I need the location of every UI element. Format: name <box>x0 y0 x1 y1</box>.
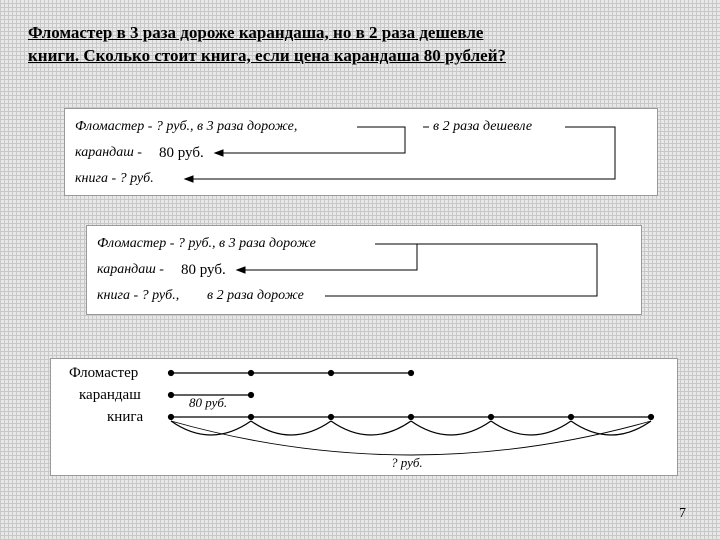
schema-panel-1: Фломастер - ? руб., в 3 раза дороже, в 2… <box>64 108 658 196</box>
schema-panel-2: Фломастер - ? руб., в 3 раза дороже кара… <box>86 225 642 315</box>
page-number: 7 <box>679 506 686 522</box>
p2-arrows <box>87 226 643 316</box>
p3-bars <box>51 359 679 477</box>
title-line2: книги. Сколько стоит книга, если цена ка… <box>28 46 506 65</box>
bar-diagram-panel: Фломастер карандаш книга 80 руб. ? руб. <box>50 358 678 476</box>
title-line1: Фломастер в 3 раза дороже карандаша, но … <box>28 23 483 42</box>
p1-arrows <box>65 109 659 197</box>
problem-title: Фломастер в 3 раза дороже карандаша, но … <box>28 22 688 68</box>
